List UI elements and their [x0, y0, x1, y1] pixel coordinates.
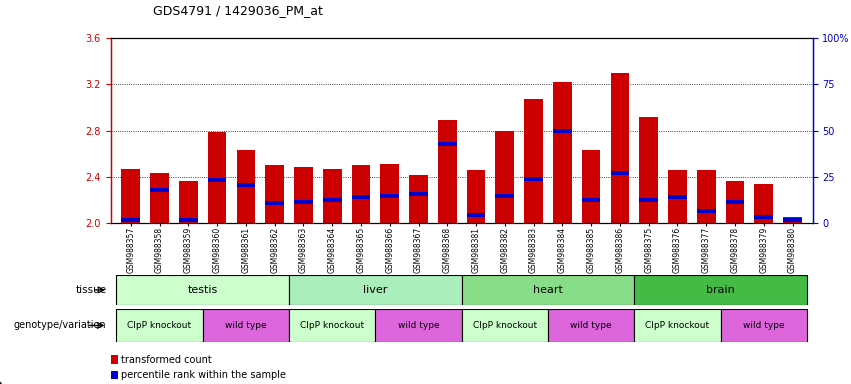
- Bar: [495, 131, 514, 223]
- Bar: [375, 309, 461, 342]
- Bar: [289, 309, 375, 342]
- Bar: [726, 181, 745, 223]
- Text: ClpP knockout: ClpP knockout: [645, 321, 710, 330]
- Bar: [237, 150, 255, 223]
- Text: tissue: tissue: [75, 285, 106, 295]
- Bar: [461, 275, 634, 305]
- Bar: [726, 200, 745, 204]
- Text: genotype/variation: genotype/variation: [14, 320, 106, 331]
- Bar: [466, 170, 485, 223]
- Text: wild type: wild type: [397, 321, 439, 330]
- Bar: [438, 120, 457, 223]
- Bar: [755, 184, 774, 223]
- Bar: [122, 218, 140, 222]
- Bar: [150, 173, 168, 223]
- Text: wild type: wild type: [743, 321, 785, 330]
- Text: transformed count: transformed count: [122, 354, 212, 364]
- Bar: [122, 169, 140, 223]
- Bar: [323, 169, 341, 223]
- Bar: [323, 198, 341, 202]
- Bar: [495, 194, 514, 198]
- Bar: [783, 218, 802, 222]
- Bar: [582, 150, 601, 223]
- Text: wild type: wild type: [225, 321, 266, 330]
- Text: ClpP knockout: ClpP knockout: [300, 321, 364, 330]
- Bar: [237, 183, 255, 187]
- Bar: [266, 165, 284, 223]
- Bar: [111, 371, 118, 379]
- Bar: [634, 275, 807, 305]
- Bar: [289, 275, 461, 305]
- Bar: [639, 198, 658, 202]
- Bar: [117, 275, 289, 305]
- Bar: [783, 217, 802, 223]
- Bar: [380, 164, 399, 223]
- Text: ClpP knockout: ClpP knockout: [128, 321, 191, 330]
- Bar: [697, 170, 716, 223]
- Bar: [111, 355, 118, 364]
- Bar: [721, 309, 807, 342]
- Bar: [179, 181, 197, 223]
- Bar: [668, 195, 687, 199]
- Bar: [208, 178, 226, 182]
- Bar: [294, 200, 313, 204]
- Bar: [380, 194, 399, 198]
- Bar: [582, 198, 601, 202]
- Bar: [668, 170, 687, 223]
- Bar: [697, 209, 716, 213]
- Bar: [461, 309, 548, 342]
- Text: wild type: wild type: [570, 321, 612, 330]
- Text: percentile rank within the sample: percentile rank within the sample: [122, 370, 286, 380]
- Bar: [524, 177, 543, 181]
- Bar: [150, 189, 168, 192]
- Bar: [548, 309, 634, 342]
- Bar: [208, 132, 226, 223]
- Bar: [610, 171, 629, 175]
- Bar: [755, 215, 774, 219]
- Text: ClpP knockout: ClpP knockout: [473, 321, 537, 330]
- Text: testis: testis: [187, 285, 218, 295]
- Bar: [466, 213, 485, 217]
- Bar: [203, 309, 289, 342]
- Bar: [634, 309, 721, 342]
- Bar: [409, 175, 428, 223]
- Bar: [639, 117, 658, 223]
- Text: GDS4791 / 1429036_PM_at: GDS4791 / 1429036_PM_at: [153, 4, 323, 17]
- Bar: [409, 192, 428, 196]
- Bar: [351, 195, 370, 199]
- Bar: [553, 129, 572, 132]
- Text: liver: liver: [363, 285, 387, 295]
- Bar: [438, 142, 457, 146]
- Text: heart: heart: [533, 285, 563, 295]
- Text: brain: brain: [706, 285, 735, 295]
- Bar: [294, 167, 313, 223]
- Bar: [524, 99, 543, 223]
- Bar: [179, 218, 197, 222]
- Bar: [553, 82, 572, 223]
- Bar: [266, 201, 284, 205]
- Bar: [117, 309, 203, 342]
- Bar: [351, 165, 370, 223]
- Bar: [610, 73, 629, 223]
